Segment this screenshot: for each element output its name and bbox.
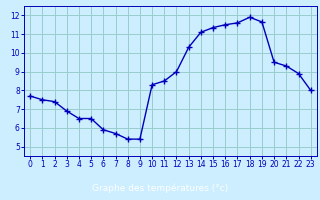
Text: Graphe des températures (°c): Graphe des températures (°c) xyxy=(92,184,228,193)
